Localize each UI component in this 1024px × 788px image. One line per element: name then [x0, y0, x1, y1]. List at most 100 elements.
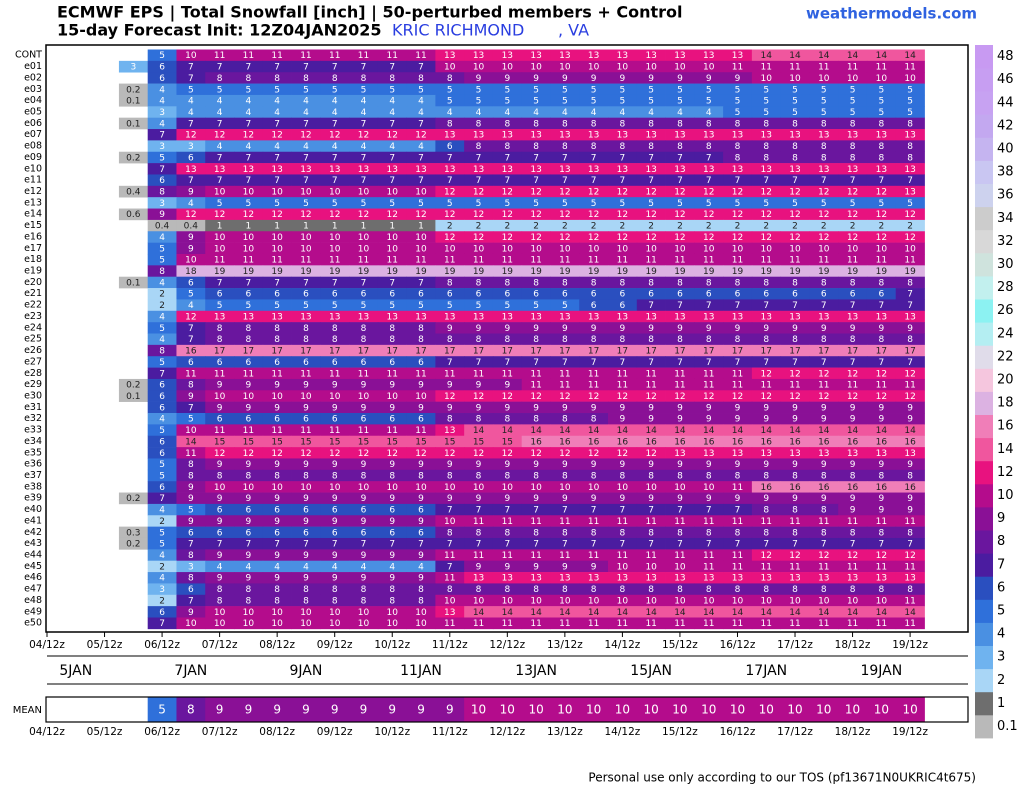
- cell-label: 9: [361, 574, 367, 584]
- cell: [377, 242, 408, 255]
- cell-label: 9: [562, 403, 568, 413]
- cell: [780, 208, 810, 221]
- cell: [809, 356, 839, 368]
- cell: [636, 219, 666, 232]
- cell-label: 9: [217, 460, 223, 470]
- cell: [665, 413, 695, 425]
- colorbar-segment: [975, 691, 993, 716]
- cell: [751, 572, 782, 584]
- cell-label: 8: [476, 472, 482, 482]
- cell: [608, 435, 638, 448]
- cell: [636, 583, 666, 596]
- cell-label: 9: [648, 460, 654, 470]
- cell: [464, 310, 494, 323]
- cell: [866, 503, 897, 516]
- cell: [636, 606, 666, 618]
- row-label: e01: [24, 61, 42, 72]
- cell-label: 4: [159, 415, 165, 425]
- cell-label: 7: [188, 176, 194, 186]
- cell: [291, 697, 321, 723]
- cell-label: 10: [674, 483, 686, 493]
- cell-label: 11: [502, 517, 513, 527]
- cell-label: 6: [821, 290, 827, 300]
- cell-label: 14: [732, 426, 744, 436]
- cell-label: 11: [847, 517, 858, 527]
- cell-label: 12: [300, 449, 311, 459]
- cell: [608, 469, 638, 482]
- cell: [176, 174, 206, 187]
- cell-label: 8: [476, 528, 482, 538]
- cell-label: 8: [476, 335, 482, 345]
- cell: [665, 49, 695, 62]
- cell: [406, 60, 436, 73]
- cell-label: 8: [447, 585, 453, 595]
- cell-label: 12: [271, 131, 282, 141]
- cell-label: 9: [188, 392, 194, 402]
- cell-label: 11: [789, 619, 800, 629]
- cell-label: 8: [476, 142, 482, 152]
- cell-label: 9: [332, 494, 338, 504]
- cell: [262, 129, 292, 141]
- cell: [320, 469, 350, 482]
- cell-label: 11: [818, 256, 829, 266]
- cell: [349, 583, 379, 596]
- cell: [665, 492, 695, 505]
- cell: [866, 322, 897, 334]
- cell: [723, 197, 753, 209]
- cell: [435, 83, 465, 96]
- cell: [349, 333, 379, 346]
- cell: [895, 697, 925, 723]
- cell: [176, 526, 206, 539]
- cell-label: 11: [876, 256, 887, 266]
- cell: [665, 560, 695, 573]
- cell: [866, 344, 897, 357]
- cell: [349, 413, 379, 425]
- cell-label: 9: [188, 494, 194, 504]
- row-label: e08: [24, 141, 42, 152]
- cell: [838, 481, 868, 493]
- cell: [205, 242, 235, 255]
- cell-label: 12: [876, 551, 887, 561]
- cell-label: 7: [562, 540, 568, 550]
- cell-label: 9: [562, 460, 568, 470]
- cell: [550, 242, 580, 255]
- cell-label: 19: [415, 267, 427, 277]
- cell: [492, 219, 523, 232]
- cell: [492, 356, 523, 368]
- cell: [694, 503, 724, 516]
- cell: [636, 265, 666, 277]
- colorbar-segment: [975, 114, 993, 138]
- cell: [291, 492, 321, 505]
- cell-label: 9: [446, 703, 454, 717]
- cell: [406, 174, 436, 187]
- cell-label: 11: [703, 562, 714, 572]
- cell: [262, 549, 292, 561]
- cell: [377, 83, 408, 96]
- cell-label: 10: [761, 74, 773, 84]
- cell-label: 7: [188, 540, 194, 550]
- source-link[interactable]: weathermodels.com: [806, 5, 977, 23]
- cell: [608, 413, 638, 425]
- cell: [866, 83, 897, 96]
- cell: [895, 492, 925, 505]
- cell: [147, 378, 177, 391]
- cell-label: 9: [792, 415, 798, 425]
- colorbar-segment: [975, 599, 993, 623]
- cell-label: 12: [415, 210, 426, 220]
- cell: [838, 129, 868, 141]
- cell: [176, 492, 206, 505]
- cell-label: 5: [159, 426, 165, 436]
- cell: [694, 367, 724, 380]
- cell-label: 7: [361, 153, 367, 163]
- cell-label: 4: [188, 301, 194, 311]
- cell: [464, 594, 494, 607]
- cell-label: 8: [591, 528, 597, 538]
- cell: [492, 185, 523, 198]
- cell: [579, 60, 609, 73]
- x-tick-label: 10/12z: [374, 726, 410, 738]
- cell-label: 14: [876, 608, 888, 618]
- cell: [895, 60, 925, 73]
- cell: [636, 276, 666, 289]
- cell: [262, 299, 292, 312]
- colorbar-label: 38: [997, 165, 1014, 180]
